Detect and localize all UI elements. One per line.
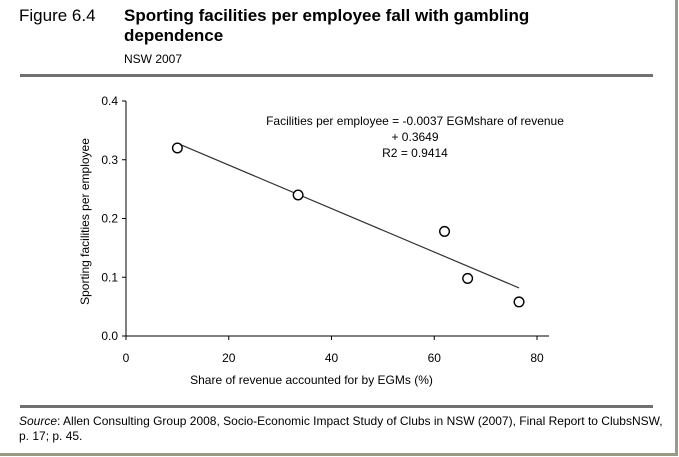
x-tick-label: 60 xyxy=(428,351,442,365)
y-tick-label: 0.4 xyxy=(101,94,118,108)
points-group xyxy=(171,142,525,308)
x-tick-label: 80 xyxy=(530,351,544,365)
data-point xyxy=(513,296,525,308)
trendline xyxy=(177,142,520,289)
regression-annotation-line: R2 = 0.9414 xyxy=(382,146,448,160)
x-tick-label: 0 xyxy=(123,351,130,365)
trendline-group xyxy=(177,142,520,289)
data-point xyxy=(439,225,451,237)
source-prefix: Source xyxy=(19,414,58,428)
x-axis-label: Share of revenue accounted for by EGMs (… xyxy=(190,373,433,387)
figure-title: Sporting facilities per employee fall wi… xyxy=(124,6,530,45)
axes: 0.0 0.1 0.2 0.3 0.4 0 20 40 60 80 xyxy=(101,94,549,365)
regression-annotation-line: + 0.3649 xyxy=(391,130,438,144)
data-point xyxy=(462,272,474,284)
source-text: : Allen Consulting Group 2008, Socio-Eco… xyxy=(19,414,663,443)
y-tick-label: 0.2 xyxy=(101,212,118,226)
figure-label: Figure 6.4 xyxy=(19,6,96,25)
y-tick-label: 0.1 xyxy=(101,270,118,284)
top-rule xyxy=(20,74,653,77)
figure-subtitle: NSW 2007 xyxy=(124,52,183,66)
x-tick-label: 20 xyxy=(222,351,236,365)
regression-annotation-line: Facilities per employee = -0.0037 EGMsha… xyxy=(266,114,564,128)
y-axis-label: Sporting facilities per employee xyxy=(78,138,92,305)
data-point xyxy=(171,142,183,154)
y-tick-label: 0.3 xyxy=(101,153,118,167)
annotation-group: Facilities per employee = -0.0037 EGMsha… xyxy=(266,114,564,160)
source-note: Source: Allen Consulting Group 2008, Soc… xyxy=(19,414,669,444)
x-tick-label: 40 xyxy=(325,351,339,365)
y-tick-label: 0.0 xyxy=(101,329,118,343)
bottom-rule xyxy=(20,405,653,408)
data-point xyxy=(292,189,304,201)
scatter-chart: 0.0 0.1 0.2 0.3 0.4 0 20 40 60 80 Facilities per … xyxy=(78,94,564,387)
